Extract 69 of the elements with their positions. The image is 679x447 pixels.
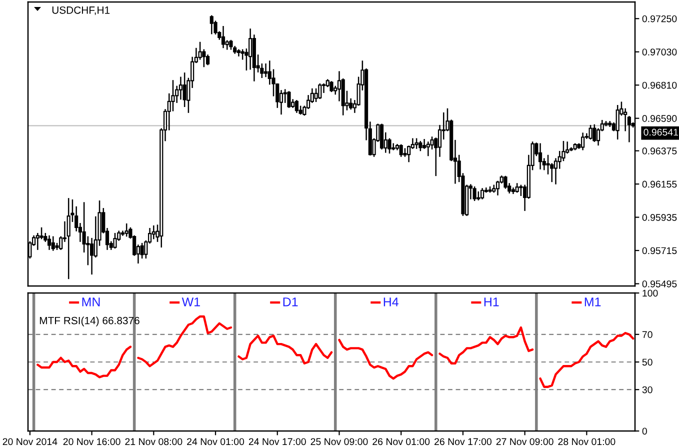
candlestick — [414, 138, 418, 149]
y-tick-label: 50 — [642, 358, 652, 366]
x-tick-label: 20 Nov 2014 — [2, 438, 58, 446]
candlestick — [90, 238, 94, 275]
candlestick — [51, 236, 55, 251]
x-tick-label: 26 Nov 17:00 — [434, 438, 492, 446]
y-tick-label: 0.97250 — [642, 15, 677, 22]
candlestick — [581, 132, 585, 150]
y-tick-label: 0.96375 — [642, 148, 677, 154]
candlestick — [47, 235, 52, 250]
candlestick — [202, 49, 206, 68]
candlestick — [399, 144, 403, 157]
candlestick — [113, 232, 117, 249]
y-tick-label: 100 — [642, 290, 658, 297]
y-tick-label: 0.95495 — [642, 280, 677, 288]
candlestick — [392, 143, 396, 150]
y-tick-label: 70 — [642, 331, 652, 338]
text: MTF RSI(14) 66.8376 — [40, 316, 140, 326]
legend-label: H1 — [484, 298, 499, 306]
candlestick — [287, 91, 291, 108]
chart-title: USDCHF,H1 — [52, 6, 110, 16]
y-tick-label: 0.96590 — [642, 115, 677, 122]
candlestick — [480, 188, 484, 200]
y-tick-label: 0.95935 — [642, 214, 677, 221]
candlestick — [472, 186, 476, 201]
candlestick — [178, 76, 183, 100]
candlestick — [538, 143, 542, 170]
candlestick — [616, 105, 620, 140]
candlestick — [608, 121, 612, 127]
ref-line-label: 0.96541 — [644, 128, 678, 136]
line-series — [338, 338, 434, 380]
candlestick — [380, 124, 384, 150]
y-tick-label: 30 — [642, 386, 652, 394]
candlestick — [588, 124, 592, 140]
candlestick — [318, 83, 322, 100]
legend-label: H4 — [384, 298, 398, 306]
x-tick-label: 24 Nov 01:00 — [187, 438, 244, 446]
y-tick-label: 0.95715 — [642, 247, 677, 254]
y-tick-label: 0.96810 — [642, 82, 677, 89]
candlestick — [152, 225, 156, 240]
y-tick-label: 0 — [642, 428, 647, 435]
legend-label: D1 — [283, 298, 298, 306]
legend-label: W1 — [182, 298, 200, 306]
x-tick-label: 24 Nov 17:00 — [248, 438, 306, 446]
candlestick — [330, 81, 334, 92]
candlestick — [40, 227, 44, 240]
line-series — [438, 326, 534, 364]
legend-label: MN — [82, 298, 100, 306]
candlestick — [182, 72, 186, 108]
candlestick — [592, 124, 596, 142]
candlestick — [66, 198, 70, 280]
candlestick — [124, 223, 128, 237]
candlestick — [248, 28, 252, 70]
candlestick — [294, 100, 298, 113]
line-series — [539, 332, 634, 388]
x-tick-label: 21 Nov 08:00 — [125, 438, 182, 446]
x-tick-label: 25 Nov 09:00 — [310, 438, 368, 446]
x-tick-label: 20 Nov 16:00 — [63, 438, 120, 446]
y-tick-label: 0.97030 — [642, 48, 677, 56]
x-tick-label: 27 Nov 09:00 — [496, 438, 554, 446]
x-tick-label: 28 Nov 01:00 — [558, 438, 616, 446]
candlestick — [221, 26, 226, 48]
candlestick — [210, 15, 214, 34]
y-tick-label: 0.96155 — [642, 180, 677, 188]
line-series — [238, 334, 333, 364]
x-tick-label: 26 Nov 01:00 — [372, 438, 430, 446]
legend-label: M1 — [584, 298, 601, 306]
candlestick — [264, 63, 268, 78]
line-series — [36, 346, 132, 378]
